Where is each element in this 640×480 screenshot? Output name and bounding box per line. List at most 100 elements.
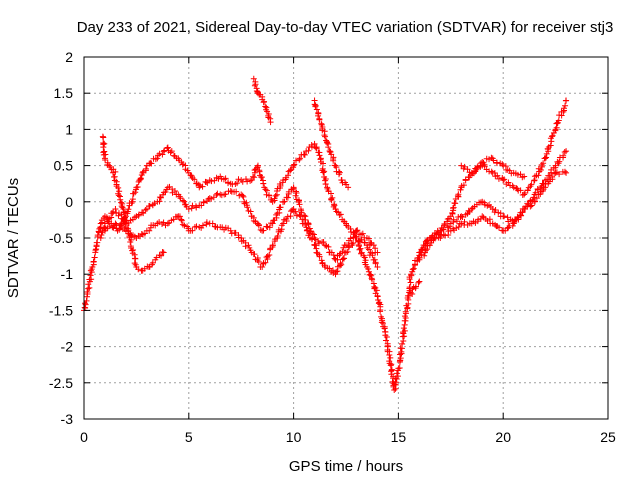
data-point [296,155,303,162]
data-point-run [481,199,494,210]
y-axis: -3 -2.5 -2 -1.5 -1 -0.5 0 0.5 1 1.5 2 [49,49,608,427]
data-point-run [187,223,200,234]
y-tick-label: 0.5 [54,158,74,174]
data-point [521,191,528,198]
y-tick-label: 2 [65,49,73,65]
data-point [154,155,161,162]
y-tick-label: 1.5 [54,85,74,101]
data-point-run [100,134,109,158]
data-point-run [364,244,379,267]
y-tick-label: -2.5 [49,375,73,391]
y-tick-label: 1 [65,121,73,137]
data-point-run [311,101,328,139]
y-tick-label: 0 [65,194,73,210]
data-point [464,166,471,173]
data-point-run [141,263,151,272]
data-point-run [553,97,569,131]
data-point [470,169,477,176]
data-point [112,220,119,227]
data-point [338,177,345,184]
data-point-run [229,176,242,188]
data-point-run [512,170,526,181]
data-point-run [469,199,484,212]
data-point [521,173,528,180]
data-point-run [502,163,515,177]
data-point [322,263,329,270]
data-point [322,133,329,140]
data-point-run [481,161,495,175]
data-point-run [93,224,104,246]
data-point [563,169,570,176]
data-point [489,206,496,213]
data-point-run [333,208,348,225]
data-point [259,263,266,270]
data-point-run [81,288,91,312]
x-tick-label: 15 [391,429,407,445]
data-point-run [85,266,95,291]
data-point-run [460,163,468,172]
data-point-run [135,206,149,219]
series-4 [99,75,528,299]
data-point-run [407,279,422,297]
data-point-run [339,179,350,188]
data-point [479,213,486,220]
data-point-run [365,265,380,297]
data-point-run [135,266,145,274]
data-point [510,220,517,227]
x-tick-label: 0 [80,429,88,445]
data-point-run [208,174,222,185]
data-point-run [449,186,464,217]
data-point-run [470,215,484,226]
data-point [164,144,171,151]
data-point-run [417,236,431,256]
x-tick-label: 25 [600,429,616,445]
y-tick-label: -0.5 [49,230,73,246]
data-point-run [146,222,159,234]
data-point [405,292,412,299]
data-point-run [466,169,476,177]
data-point-run [490,157,506,168]
data-point-run [323,243,338,262]
data-point-run [305,142,315,154]
data-point-run [317,156,329,188]
data-point-run [531,186,547,205]
series-2 [97,148,570,263]
data-points [81,75,570,394]
data-point [160,249,167,256]
data-point-run [198,219,210,231]
data-point [345,184,352,191]
data-point-run [312,144,323,159]
data-point-run [271,179,286,204]
data-point-run [219,224,232,233]
data-point-run [416,242,431,261]
data-point-run [102,222,118,232]
data-point [269,220,276,227]
data-point-run [333,249,348,275]
x-tick-label: 10 [286,429,302,445]
data-point-run [187,172,202,188]
data-point-run [209,220,221,231]
data-point-run [107,163,115,173]
y-axis-label: SDTVAR / TECUs [5,178,22,298]
data-point-run [501,176,516,189]
data-point [391,387,398,394]
data-point [563,97,570,104]
y-tick-label: -3 [61,411,74,427]
data-point-run [458,172,474,189]
data-point-run [396,325,408,372]
data-point [97,235,104,241]
data-point-run [290,185,308,219]
data-point-run [156,219,169,229]
data-point-run [176,157,191,174]
data-point-run [228,188,243,199]
data-point [112,206,119,213]
data-point-run [135,230,148,240]
data-point-run [302,221,318,248]
data-point-run [553,168,568,178]
data-point-run [239,176,254,185]
data-point-run [263,106,274,122]
data-point [458,220,465,227]
data-point [468,206,475,213]
data-point [542,184,549,191]
